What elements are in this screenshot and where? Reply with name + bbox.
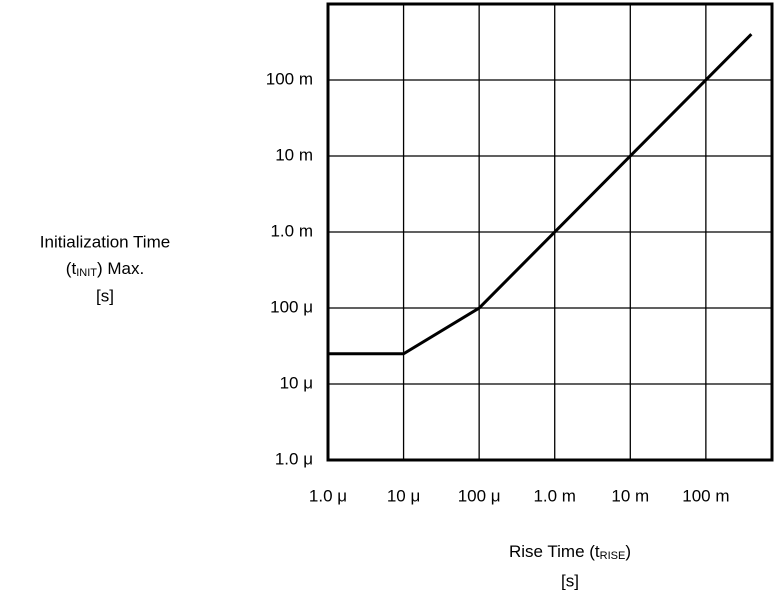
x-tick-label: 100 m: [682, 486, 729, 505]
x-tick-label: 100 μ: [458, 486, 501, 505]
y-axis-label: Initialization Time: [40, 232, 170, 251]
y-tick-label: 10 m: [275, 145, 313, 164]
x-axis-label: Rise Time (tRISE): [509, 542, 631, 561]
y-axis-label-sub: INIT: [76, 267, 97, 279]
x-axis-label-part: Rise Time (t: [509, 542, 600, 561]
x-tick-label: 10 m: [611, 486, 649, 505]
data-line: [328, 33, 753, 356]
y-axis-label-part: ) Max.: [97, 259, 144, 278]
x-tick-label: 10 μ: [387, 486, 420, 505]
y-axis-unit: [s]: [96, 286, 114, 305]
x-tick-label: 1.0 m: [533, 486, 576, 505]
y-tick-label: 100 m: [266, 69, 313, 88]
y-axis-label-part: (t: [66, 259, 77, 278]
x-tick-label: 1.0 μ: [309, 486, 347, 505]
x-axis-label-part: ): [625, 542, 631, 561]
x-axis-label-sub: RISE: [600, 550, 626, 562]
y-tick-label: 10 μ: [280, 373, 313, 392]
y-axis-label: (tINIT) Max.: [66, 259, 144, 278]
y-tick-label: 100 μ: [270, 297, 313, 316]
plot-border: [326, 2, 774, 462]
x-axis-unit: [s]: [561, 571, 579, 590]
y-tick-label: 1.0 m: [270, 221, 313, 240]
y-tick-label: 1.0 μ: [275, 449, 313, 468]
